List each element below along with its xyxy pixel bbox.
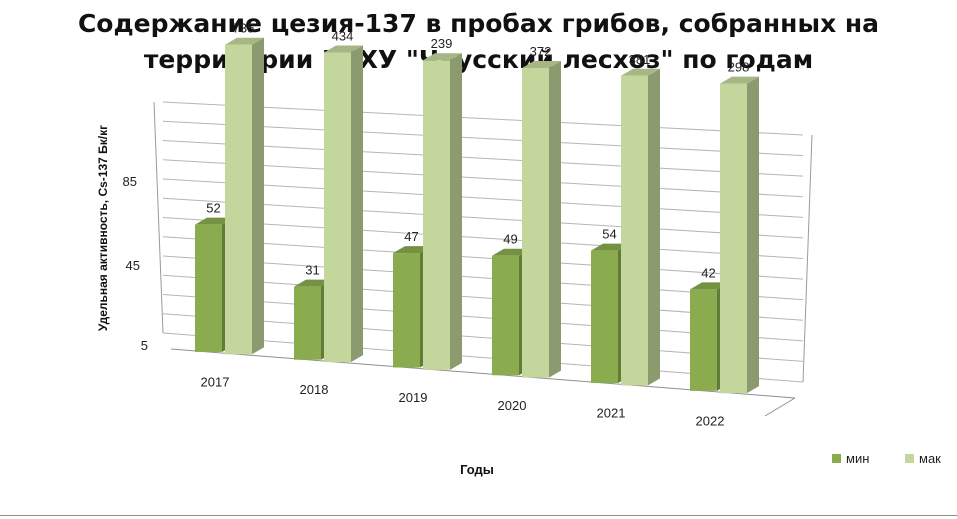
x-tick-label-2021: 2021 (597, 406, 626, 421)
x-tick-label-2018: 2018 (300, 382, 329, 397)
x-tick-label-2017: 2017 (201, 374, 230, 389)
back-wall-right-edge (802, 134, 813, 383)
bar-side-мак-2019 (450, 53, 462, 370)
bar-top-мин-2020 (492, 248, 531, 256)
bar-мин-2021 (591, 250, 618, 384)
gridline (162, 217, 804, 259)
gridline (162, 101, 804, 136)
data-label-мак-2021: 381 (629, 52, 651, 67)
legend-label-max: мак (919, 451, 941, 466)
bar-мин-2018 (294, 286, 321, 360)
bar-top-мак-2017 (225, 37, 264, 45)
chart-title-line-1: Содержание цезия-137 в пробах грибов, со… (77, 9, 880, 38)
y-tick-label: 45 (126, 258, 140, 273)
bar-side-мак-2017 (252, 37, 264, 355)
bar-top-мак-2019 (423, 53, 462, 61)
gridline (162, 178, 804, 218)
bar-мак-2018 (324, 52, 351, 363)
bar-top-мак-2018 (324, 45, 363, 53)
bar-top-мин-2019 (393, 246, 432, 254)
floor-edge (764, 397, 796, 417)
bar-мин-2019 (393, 253, 420, 368)
legend-swatch-min (832, 454, 841, 463)
y-axis-title: Удельная активность, Cs-137 Бк/кг (96, 125, 110, 331)
x-axis-title: Годы (460, 462, 494, 477)
bar-мин-2022 (690, 289, 717, 391)
y-tick-label: 5 (141, 338, 148, 353)
bar-мак-2017 (225, 44, 252, 355)
data-label-мин-2017: 52 (206, 201, 220, 216)
bar-top-мин-2017 (195, 217, 234, 225)
bar-top-мак-2020 (522, 61, 561, 69)
bar-side-мак-2020 (549, 61, 561, 378)
data-label-мак-2017: 735 (233, 21, 255, 36)
data-label-мак-2019: 239 (431, 36, 453, 51)
gridline (162, 197, 804, 239)
x-tick-label-2020: 2020 (498, 398, 527, 413)
bar-мак-2021 (621, 75, 648, 386)
bar-top-мак-2022 (720, 76, 759, 84)
bar-мак-2019 (423, 60, 450, 370)
bar-top-мин-2021 (591, 243, 630, 251)
data-label-мин-2022: 42 (701, 265, 715, 280)
x-tick-label-2022: 2022 (696, 413, 725, 428)
bottom-divider (0, 515, 957, 516)
gridline (162, 120, 804, 157)
y-axis-line (153, 101, 164, 334)
bar-мин-2017 (195, 224, 222, 352)
legend-label-min: мин (846, 451, 869, 466)
data-label-мак-2018: 434 (332, 28, 354, 43)
gridline (162, 159, 804, 198)
bar-top-мин-2018 (294, 279, 333, 287)
bar-мин-2020 (492, 255, 519, 376)
bar-side-мак-2021 (648, 68, 660, 386)
data-label-мин-2018: 31 (305, 263, 319, 278)
gridline (162, 236, 804, 280)
gridline (162, 140, 804, 177)
y-tick-label: 85 (123, 174, 137, 189)
data-label-мин-2020: 49 (503, 232, 517, 247)
bar-top-мак-2021 (621, 68, 660, 76)
data-label-мин-2021: 54 (602, 227, 616, 242)
legend-swatch-max (905, 454, 914, 463)
labels: 5458552735201731434201847239201949372202… (123, 21, 750, 429)
bar-side-мак-2022 (747, 76, 759, 394)
bar-мак-2020 (522, 68, 549, 378)
bar-top-мин-2022 (690, 282, 729, 290)
data-label-мак-2022: 298 (728, 60, 750, 75)
bar-side-мак-2018 (351, 45, 363, 363)
legend: мин мак (832, 451, 941, 466)
x-tick-label-2019: 2019 (399, 390, 428, 405)
data-label-мак-2020: 372 (530, 44, 552, 59)
bars (195, 37, 759, 394)
data-label-мин-2019: 47 (404, 229, 418, 244)
bar-мак-2022 (720, 83, 747, 394)
